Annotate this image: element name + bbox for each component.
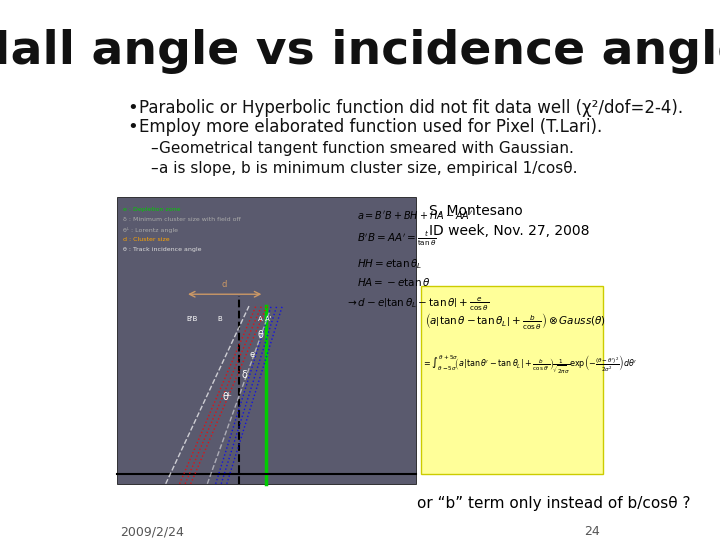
Text: θᴸ : Lorentz angle: θᴸ : Lorentz angle (122, 227, 178, 233)
Text: 2009/2/24: 2009/2/24 (120, 525, 184, 538)
Text: $a = B'B + BH + HA - AA'$: $a = B'B + BH + HA - AA'$ (356, 210, 472, 221)
Text: A A': A A' (258, 316, 271, 322)
FancyBboxPatch shape (421, 286, 603, 474)
Text: $\rightarrow d - e\left|\tan\theta_L - \tan\theta\right| + \frac{e}{\cos\theta}$: $\rightarrow d - e\left|\tan\theta_L - \… (345, 296, 489, 313)
Text: Hall angle vs incidence angle: Hall angle vs incidence angle (0, 29, 720, 74)
Text: δ : Minimum cluster size with field off: δ : Minimum cluster size with field off (122, 217, 240, 222)
Text: S. Montesano
ID week, Nov. 27, 2008: S. Montesano ID week, Nov. 27, 2008 (429, 204, 590, 238)
Text: θᴸ: θᴸ (222, 392, 231, 402)
Text: –: – (150, 161, 158, 176)
Text: B'B: B'B (186, 316, 198, 322)
Text: $HA = -e\tan\theta$: $HA = -e\tan\theta$ (356, 276, 430, 288)
Text: θ : Track incidence angle: θ : Track incidence angle (122, 247, 201, 252)
Text: •: • (127, 118, 138, 137)
Text: d : Cluster size: d : Cluster size (122, 237, 169, 242)
Text: Employ more elaborated function used for Pixel (T.Lari).: Employ more elaborated function used for… (140, 118, 603, 137)
Text: $\left(a\left|\tan\theta - \tan\theta_L\right| + \frac{b}{\cos\theta}\right) \ot: $\left(a\left|\tan\theta - \tan\theta_L\… (426, 311, 606, 331)
Text: 24: 24 (584, 525, 600, 538)
Text: e: e (249, 350, 254, 360)
Text: $B'B = AA' = \frac{t}{\tan\theta}$: $B'B = AA' = \frac{t}{\tan\theta}$ (356, 229, 436, 247)
Text: e : Depletion zone: e : Depletion zone (122, 207, 180, 212)
Text: $HH = e\tan\theta_L$: $HH = e\tan\theta_L$ (356, 256, 422, 271)
Text: Geometrical tangent function smeared with Gaussian.: Geometrical tangent function smeared wit… (159, 141, 574, 156)
Text: or “b” term only instead of b/cosθ ?: or “b” term only instead of b/cosθ ? (417, 496, 690, 511)
Text: δ: δ (241, 370, 247, 380)
Text: $= \int_{\theta-5\sigma}^{\theta+5\sigma}\!\left(a\left|\tan\theta' - \tan\theta: $= \int_{\theta-5\sigma}^{\theta+5\sigma… (422, 354, 637, 376)
Text: a is slope, b is minimum cluster size, empirical 1/cosθ.: a is slope, b is minimum cluster size, e… (159, 161, 577, 176)
Text: θ: θ (258, 329, 264, 340)
Text: d: d (222, 280, 228, 289)
Text: B: B (217, 316, 222, 322)
Text: •: • (127, 99, 138, 117)
FancyBboxPatch shape (117, 198, 415, 484)
Text: Parabolic or Hyperbolic function did not fit data well (χ²/dof=2-4).: Parabolic or Hyperbolic function did not… (140, 99, 683, 117)
Text: –: – (150, 141, 158, 156)
